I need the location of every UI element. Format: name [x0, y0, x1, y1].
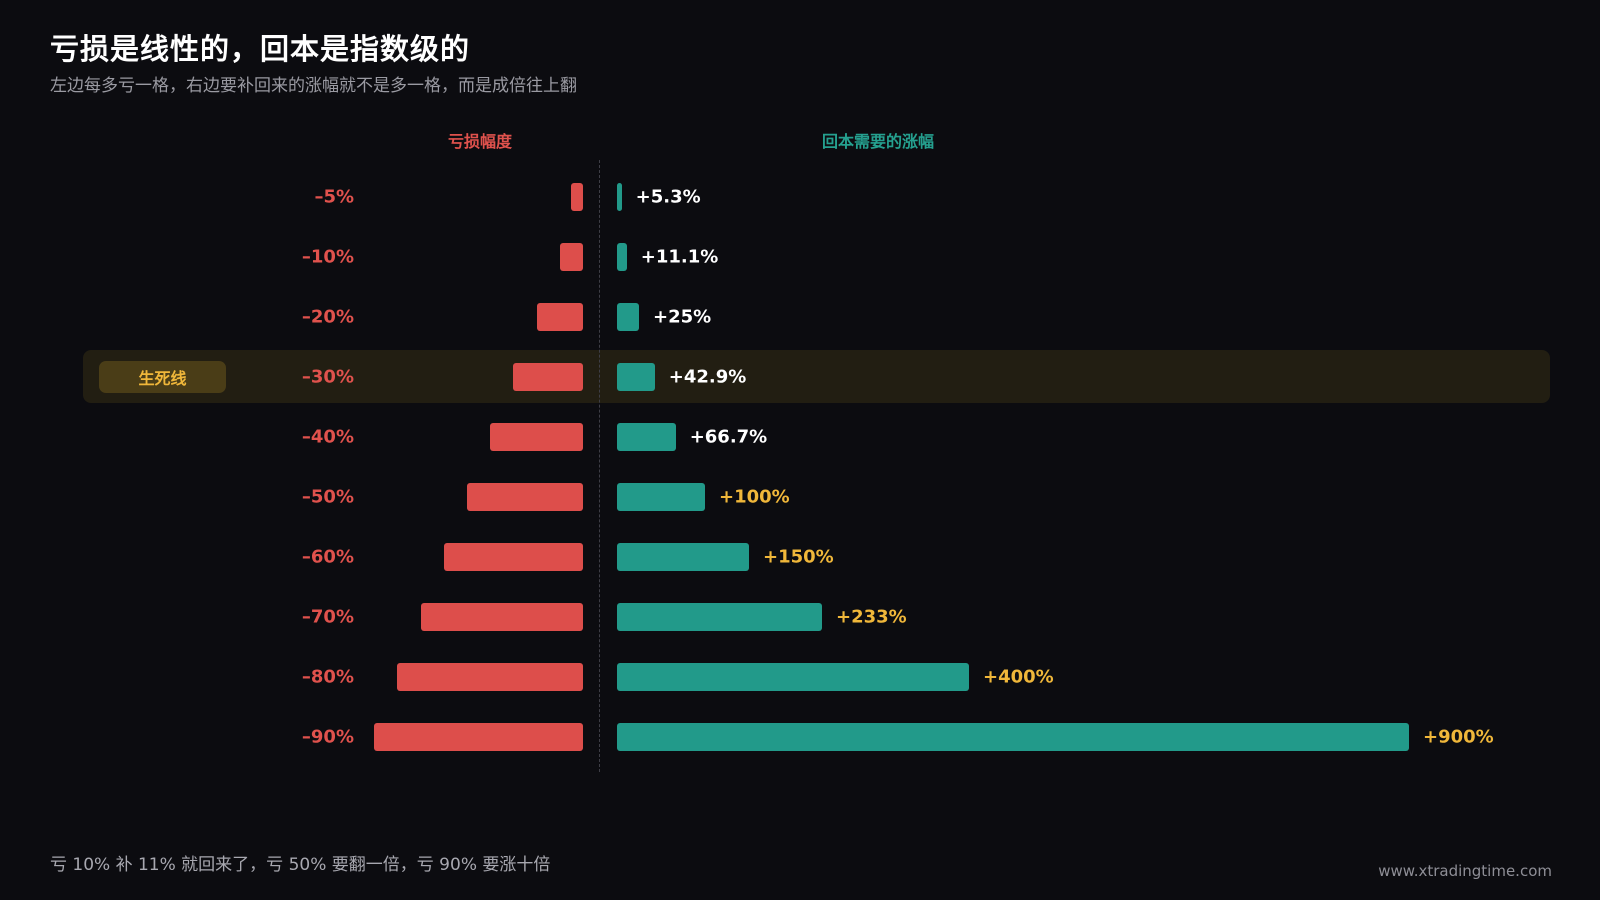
loss-bar [536, 303, 583, 331]
loss-label: –80% [301, 666, 354, 688]
loss-bar [571, 183, 583, 211]
gain-bar [617, 243, 627, 271]
gain-bar [617, 603, 823, 631]
loss-label: –40% [301, 426, 354, 448]
loss-label: –10% [301, 246, 354, 268]
loss-label: –90% [301, 726, 354, 748]
page-subtitle: 左边每多亏一格，右边要补回来的涨幅就不是多一格，而是成倍往上翻 [50, 76, 577, 96]
loss-bar [559, 243, 583, 271]
death-line-badge: 生死线 [99, 361, 226, 393]
loss-bar [467, 483, 583, 511]
loss-label: –20% [301, 306, 354, 328]
gain-bar [617, 723, 1409, 751]
loss-bar [397, 663, 583, 691]
gain-bar [617, 183, 622, 211]
footnote: 亏 10% 补 11% 就回来了，亏 50% 要翻一倍，亏 90% 要涨十倍 [50, 855, 551, 875]
website-url: www.xtradingtime.com [1378, 862, 1552, 880]
gain-label: +900% [1423, 726, 1494, 748]
loss-label: –30% [301, 366, 354, 388]
gain-label: +42.9% [668, 366, 747, 388]
loss-bar [490, 423, 583, 451]
gain-label: +150% [763, 546, 834, 568]
loss-label: –50% [301, 486, 354, 508]
loss-bar [420, 603, 583, 631]
gain-label: +11.1% [640, 246, 719, 268]
loss-label: –5% [314, 186, 354, 208]
gain-bar [617, 303, 639, 331]
loss-column-header: 亏损幅度 [447, 132, 513, 151]
gain-label: +5.3% [635, 186, 701, 208]
gain-label: +233% [836, 606, 907, 628]
center-divider [599, 160, 600, 772]
gain-label: +400% [983, 666, 1054, 688]
loss-bar [513, 363, 583, 391]
gain-column-header: 回本需要的涨幅 [821, 132, 935, 151]
gain-bar [617, 483, 705, 511]
loss-label: –70% [301, 606, 354, 628]
gain-label: +66.7% [689, 426, 768, 448]
gain-bar [617, 543, 749, 571]
gain-bar [617, 663, 969, 691]
loss-bar [374, 723, 583, 751]
gain-label: +100% [719, 486, 790, 508]
death-line-highlight-band [83, 350, 1550, 403]
gain-bar [617, 363, 655, 391]
loss-bar [443, 543, 583, 571]
gain-bar [617, 423, 676, 451]
loss-label: –60% [301, 546, 354, 568]
gain-label: +25% [653, 306, 712, 328]
page-title: 亏损是线性的，回本是指数级的 [50, 32, 471, 66]
